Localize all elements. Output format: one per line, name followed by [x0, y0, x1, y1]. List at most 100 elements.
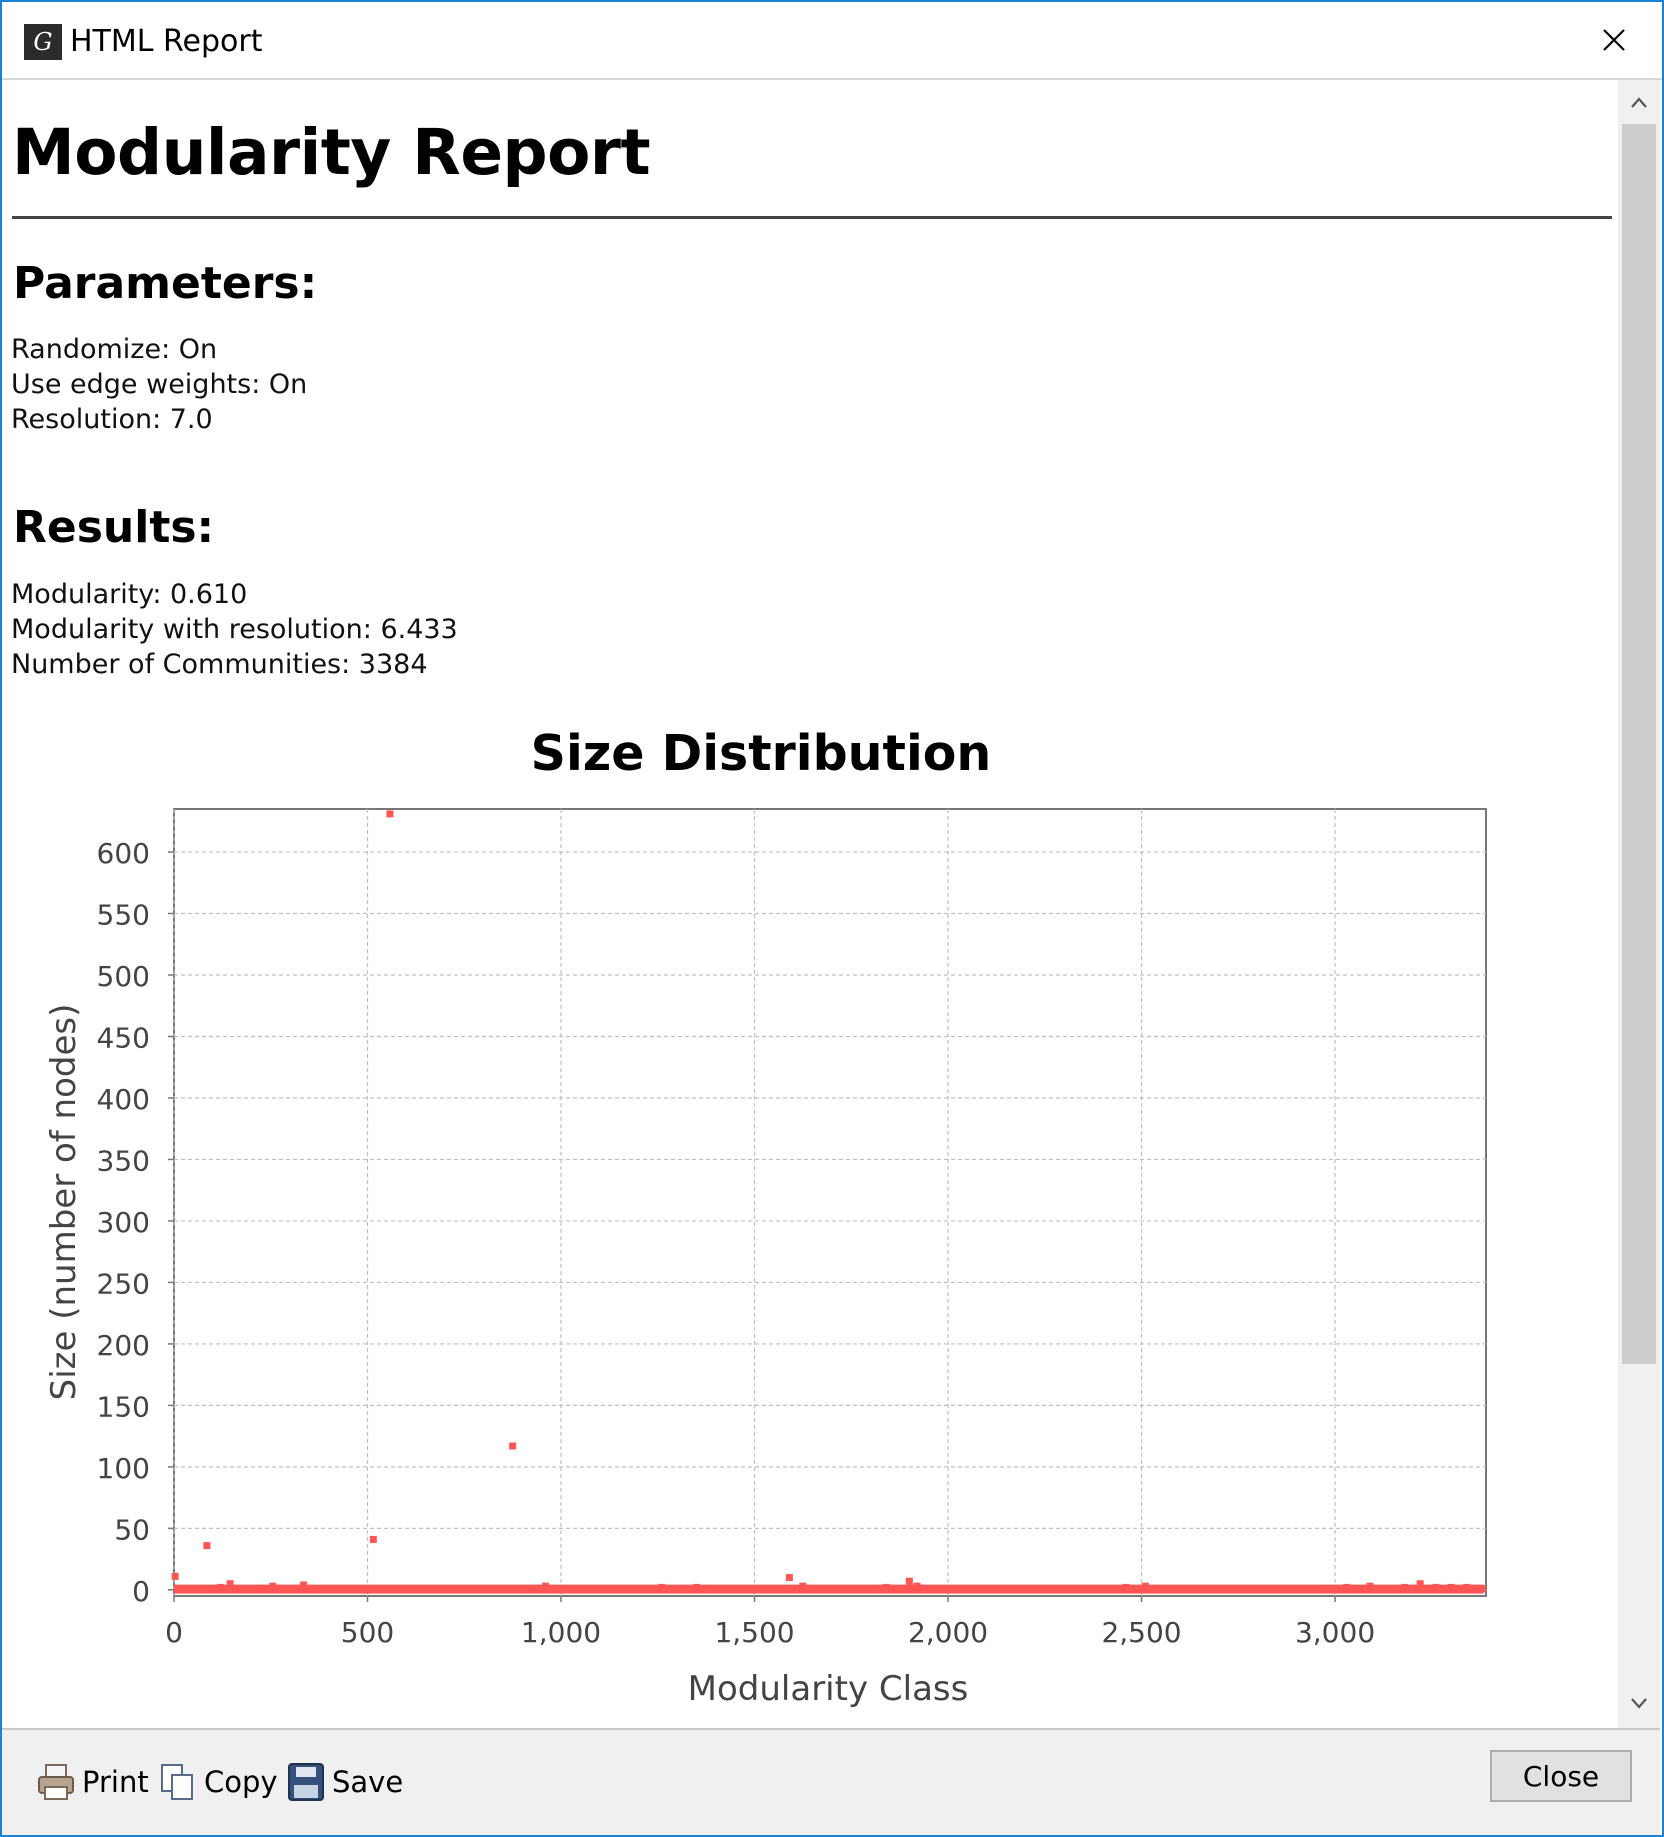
print-label: Print — [82, 1765, 149, 1799]
data-point — [658, 1583, 666, 1591]
plot-area — [173, 808, 1487, 1597]
data-point — [325, 1585, 333, 1593]
data-point — [369, 1535, 377, 1543]
result-modularity-resolution: Modularity with resolution: 6.433 — [11, 614, 458, 645]
y-tick-label: 0 — [132, 1575, 150, 1608]
data-point — [944, 1585, 952, 1593]
data-point — [828, 1585, 836, 1593]
x-tick-label: 0 — [165, 1616, 183, 1649]
y-tick-label: 150 — [97, 1390, 150, 1423]
x-tick-label: 2,500 — [1101, 1616, 1181, 1649]
y-tick-label: 400 — [97, 1083, 150, 1116]
window-title: HTML Report — [70, 24, 263, 59]
y-tick-label: 100 — [97, 1452, 150, 1485]
data-point — [300, 1581, 308, 1589]
parameters-heading: Parameters: — [13, 258, 318, 309]
x-tick-label: 1,500 — [714, 1616, 794, 1649]
close-icon[interactable] — [1594, 20, 1634, 60]
button-bar: Print Copy Save Close — [2, 1728, 1660, 1835]
y-tick-label: 500 — [97, 960, 150, 993]
copy-button[interactable]: Copy — [158, 1754, 278, 1810]
save-label: Save — [332, 1765, 404, 1799]
data-point — [1416, 1580, 1424, 1588]
data-point — [1389, 1585, 1397, 1593]
data-point — [386, 810, 394, 818]
data-point — [1215, 1585, 1223, 1593]
data-point — [634, 1585, 642, 1593]
save-button[interactable]: Save — [286, 1754, 403, 1810]
data-point — [203, 1542, 211, 1550]
x-tick-label: 3,000 — [1295, 1616, 1375, 1649]
data-point — [171, 1572, 179, 1580]
printer-icon — [38, 1764, 74, 1800]
x-axis-label: Modularity Class — [688, 1669, 969, 1709]
y-tick-label: 550 — [97, 899, 150, 932]
y-tick-label: 250 — [97, 1267, 150, 1300]
title-bar[interactable]: G HTML Report — [2, 2, 1662, 80]
y-tick-label: 200 — [97, 1329, 150, 1362]
data-point — [1401, 1583, 1409, 1591]
parameter-edge-weights: Use edge weights: On — [11, 369, 308, 400]
data-point — [712, 1585, 720, 1593]
data-point — [596, 1585, 604, 1593]
result-community-count: Number of Communities: 3384 — [11, 649, 428, 680]
scroll-down-icon[interactable] — [1626, 1690, 1652, 1716]
app-logo-icon: G — [24, 24, 62, 60]
title-divider — [12, 216, 1612, 219]
data-point — [1432, 1583, 1440, 1591]
data-point — [402, 1585, 410, 1593]
x-tick-label: 2,000 — [908, 1616, 988, 1649]
data-point — [441, 1585, 449, 1593]
parameter-randomize: Randomize: On — [11, 334, 218, 365]
chart-title: Size Distribution — [531, 725, 992, 782]
result-modularity: Modularity: 0.610 — [11, 579, 248, 610]
data-point — [1099, 1585, 1107, 1593]
close-button[interactable]: Close — [1490, 1750, 1632, 1802]
vertical-scrollbar[interactable] — [1618, 80, 1660, 1728]
floppy-disk-icon — [288, 1763, 324, 1801]
data-point — [509, 1442, 517, 1450]
data-point — [1122, 1583, 1130, 1591]
y-tick-label: 450 — [97, 1021, 150, 1054]
data-point — [1292, 1585, 1300, 1593]
y-tick-label: 300 — [97, 1206, 150, 1239]
data-point — [692, 1583, 700, 1591]
copy-label: Copy — [204, 1765, 278, 1799]
data-point — [247, 1585, 255, 1593]
y-axis-ticks: 0 50 100 150 200 250 300 350 400 450 500 550 600 — [97, 837, 174, 1608]
report-content: Modularity Report Parameters: Randomize:… — [2, 80, 1618, 1728]
data-point — [983, 1585, 991, 1593]
y-axis-label: Size (number of nodes) — [44, 1004, 84, 1401]
scroll-up-icon[interactable] — [1626, 90, 1652, 116]
data-point — [1478, 1585, 1486, 1593]
data-point — [905, 1577, 913, 1585]
data-point — [480, 1585, 488, 1593]
data-point — [882, 1583, 890, 1591]
print-button[interactable]: Print — [36, 1754, 149, 1810]
parameter-resolution: Resolution: 7.0 — [11, 404, 213, 435]
data-point — [185, 1585, 193, 1593]
page-title: Modularity Report — [12, 116, 651, 189]
x-tick-label: 1,000 — [521, 1616, 601, 1649]
copy-icon — [161, 1764, 193, 1800]
y-tick-label: 350 — [97, 1144, 150, 1177]
data-point — [286, 1585, 294, 1593]
y-tick-label: 600 — [97, 837, 150, 870]
results-heading: Results: — [13, 502, 215, 553]
y-tick-label: 50 — [114, 1513, 150, 1546]
data-point — [1060, 1585, 1068, 1593]
data-point — [1463, 1583, 1471, 1591]
scrollbar-thumb[interactable] — [1622, 124, 1656, 1364]
data-point — [913, 1582, 921, 1590]
x-axis-ticks: 0 500 1,000 1,500 2,000 2,500 3,000 — [165, 1596, 1375, 1649]
data-point — [216, 1583, 224, 1591]
data-point — [269, 1582, 277, 1590]
data-point — [1447, 1583, 1455, 1591]
data-point — [1021, 1585, 1029, 1593]
data-point — [1366, 1582, 1374, 1590]
data-point — [1176, 1585, 1184, 1593]
x-tick-label: 500 — [341, 1616, 394, 1649]
data-point — [799, 1582, 807, 1590]
data-point — [1141, 1582, 1149, 1590]
data-point — [1343, 1583, 1351, 1591]
